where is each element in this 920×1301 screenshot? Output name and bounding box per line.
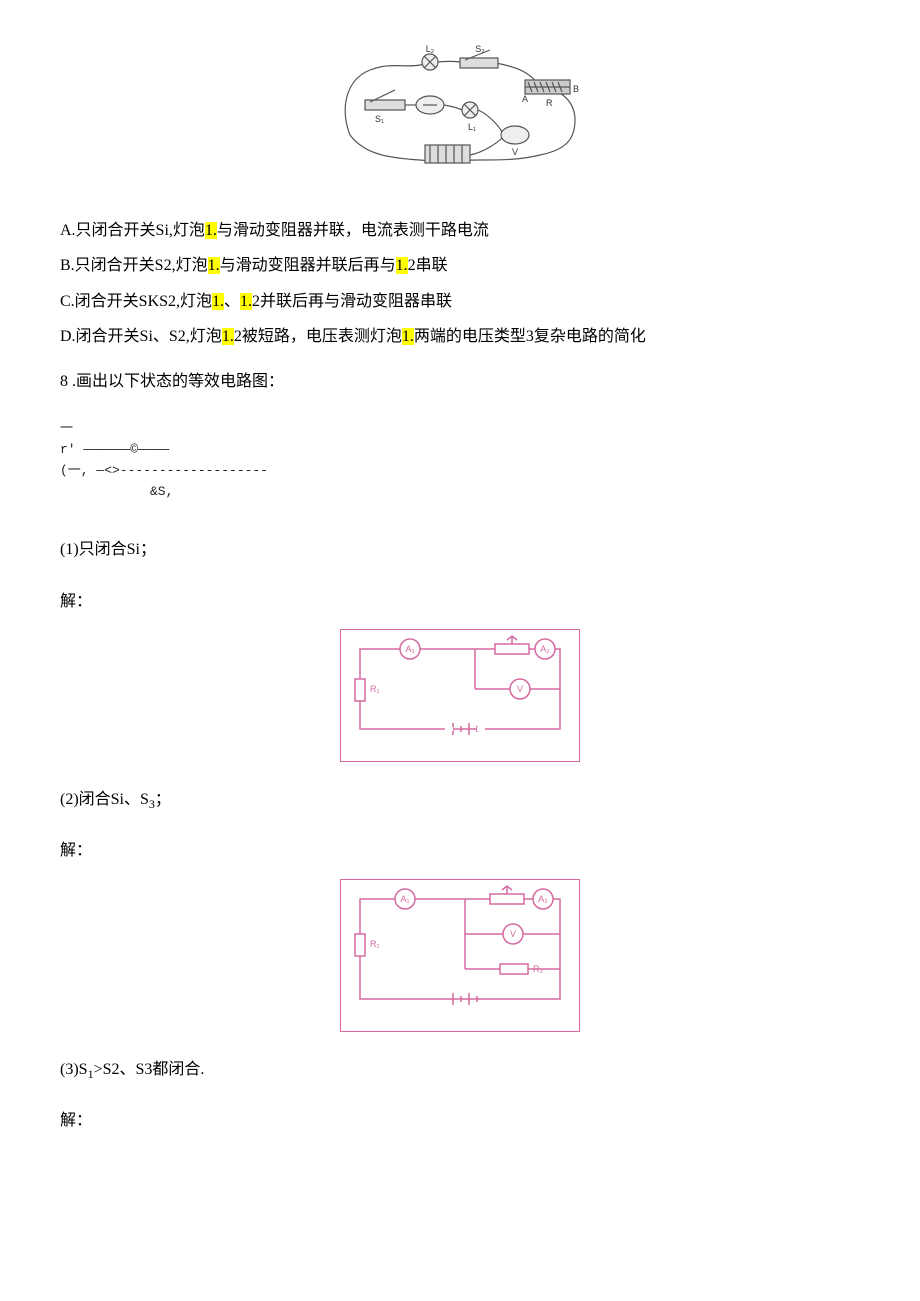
option-b: B.只闭合开关S2,灯泡1.与滑动变阻器并联后再与1.2串联 [60,248,860,283]
sub2-a: 解： [60,833,860,868]
option-c: C.闭合开关SKS2,灯泡1.、1.2并联后再与滑动变阻器串联 [60,284,860,319]
circuit-2-box: A₁ A₂ V R₁ R₂ P [60,879,860,1032]
c1-R1: R₁ [370,684,380,694]
opt-b-hl1: 1. [208,257,220,274]
circuit-2-svg: A₁ A₂ V R₁ R₂ P [345,884,575,1014]
label-L1: L₁ [468,122,476,132]
sketch-l1: 一 [60,419,860,440]
opt-c-hl1: 1. [212,293,224,310]
c1-P: P [509,634,515,636]
option-a: A.只闭合开关Si,灯泡1.与滑动变阻器并联，电流表测干路电流 [60,213,860,248]
c1-A2: A₂ [540,644,550,654]
label-L2: L₂ [426,44,435,54]
sub2-post: ； [155,791,171,808]
label-B: B [573,84,579,94]
opt-b-rest: 2串联 [408,257,448,274]
sub2-pre: (2)闭合Si、S [60,791,149,808]
label-V: V [512,147,518,157]
opt-d-mid: 2被短路，电压表测灯泡 [234,328,402,345]
sketch-l3: (一, —<>------------------- [60,461,860,482]
opt-b-hl2: 1. [396,257,408,274]
c2-R1: R₁ [370,939,380,949]
option-d: D.闭合开关Si、S2,灯泡1.2被短路，电压表测灯泡1.两端的电压类型3复杂电… [60,319,860,354]
c2-R2: R₂ [533,964,543,974]
opt-a-prefix: A.只闭合开关Si,灯泡 [60,222,205,239]
ascii-sketch: 一 r' ——————©———— (一, —<>----------------… [60,419,860,502]
question-8: 8 .画出以下状态的等效电路图： [60,364,860,399]
opt-d-prefix: D.闭合开关Si、S2,灯泡 [60,328,222,345]
c2-P: P [504,884,510,886]
opt-d-hl2: 1. [402,328,414,345]
circuit-1-svg: A₁ A₂ V R₁ P [345,634,575,744]
label-A: A [522,94,528,104]
opt-c-mid: 、 [224,293,240,310]
c2-A2: A₂ [538,894,548,904]
sub1-q: (1)只闭合Si； [60,532,860,567]
opt-a-rest: 与滑动变阻器并联，电流表测干路电流 [217,222,489,239]
opt-b-mid: 与滑动变阻器并联后再与 [220,257,396,274]
opt-a-hl1: 1. [205,222,217,239]
c1-A1: A₁ [405,644,414,654]
opt-d-rest: 两端的电压类型3复杂电路的简化 [414,328,646,345]
sub2-q: (2)闭合Si、S3； [60,782,860,818]
label-S2: S₂ [475,44,485,54]
sub3-q: (3)S1>S2、S3都闭合. [60,1052,860,1088]
label-S1: S₁ [375,114,384,124]
circuit-1-box: A₁ A₂ V R₁ P [60,629,860,762]
opt-c-hl2: 1. [240,293,252,310]
sub3-a: 解： [60,1103,860,1138]
c1-V: V [517,684,523,694]
circuit-sketch-svg: L₂ S₂ S₁ L₁ A B R V [330,40,590,180]
sub3-mid: >S2、S3都闭合. [94,1061,205,1078]
opt-b-prefix: B.只闭合开关S2,灯泡 [60,257,208,274]
sub3-pre: (3)S [60,1061,88,1078]
sketch-l2: r' ——————©———— [60,440,860,461]
sub1-a: 解： [60,584,860,619]
label-R: R [546,98,553,108]
c2-A1: A₁ [400,894,409,904]
opt-d-hl1: 1. [222,328,234,345]
c2-V: V [510,929,516,939]
opt-c-prefix: C.闭合开关SKS2,灯泡 [60,293,212,310]
sketch-l4: &S, [60,482,860,503]
top-circuit-figure: L₂ S₂ S₁ L₁ A B R V [60,40,860,193]
opt-c-rest: 2并联后再与滑动变阻器串联 [252,293,452,310]
